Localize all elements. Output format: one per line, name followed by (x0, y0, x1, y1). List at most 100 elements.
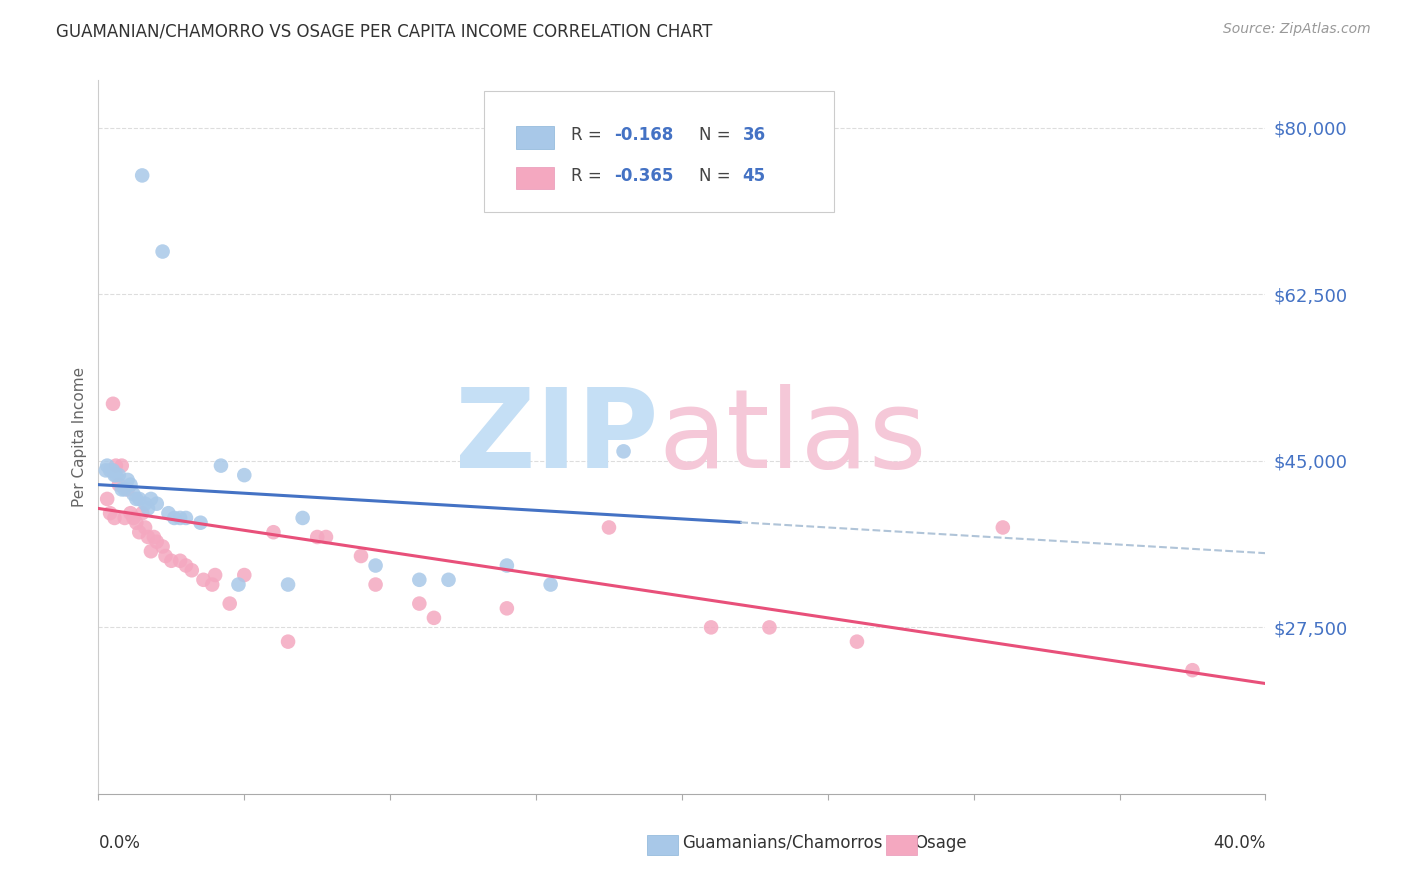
Point (364, 577, 387, 591)
Text: atlas: atlas (658, 384, 927, 491)
Point (136, 501, 159, 516)
Point (111, 483, 134, 497)
Point (233, 568, 256, 582)
Point (136, 530, 159, 544)
Point (209, 458, 232, 473)
Point (103, 468, 125, 483)
Point (991, 520, 1014, 534)
Point (104, 468, 127, 483)
Point (117, 473, 139, 487)
Point (108, 477, 131, 491)
Point (108, 468, 131, 483)
Point (218, 597, 240, 611)
Point (146, 534, 169, 549)
Point (122, 511, 145, 525)
Text: -0.365: -0.365 (614, 167, 673, 185)
Text: -0.168: -0.168 (614, 127, 673, 145)
Text: 0.0%: 0.0% (98, 834, 141, 852)
Point (128, 525, 150, 540)
Point (315, 530, 337, 544)
Point (495, 558, 517, 573)
Point (408, 597, 430, 611)
Text: Source: ZipAtlas.com: Source: ZipAtlas.com (1223, 22, 1371, 37)
Point (169, 511, 191, 525)
Point (1181, 663, 1204, 677)
Point (139, 491, 162, 506)
Point (437, 573, 460, 587)
Point (114, 511, 136, 525)
FancyBboxPatch shape (484, 91, 834, 212)
Point (277, 577, 299, 591)
Point (152, 540, 174, 554)
Point (201, 577, 224, 591)
Point (111, 458, 134, 473)
Text: N =: N = (699, 167, 737, 185)
Point (120, 506, 142, 520)
Point (131, 169, 153, 183)
Point (228, 577, 250, 591)
Point (122, 487, 145, 501)
Point (160, 554, 183, 568)
Text: 45: 45 (742, 167, 766, 185)
Point (125, 491, 148, 506)
Point (193, 573, 215, 587)
Point (120, 477, 142, 491)
Point (101, 397, 124, 411)
Point (142, 530, 165, 544)
Point (350, 549, 373, 563)
Point (598, 520, 620, 534)
Point (204, 568, 226, 582)
Point (291, 511, 314, 525)
Point (101, 463, 124, 477)
Point (700, 620, 723, 634)
Point (103, 511, 125, 525)
Point (98, 463, 121, 477)
Point (277, 634, 299, 648)
Text: R =: R = (571, 167, 607, 185)
Point (758, 620, 780, 634)
Point (96, 458, 118, 473)
Point (128, 491, 150, 506)
Text: N =: N = (699, 127, 737, 145)
Point (190, 516, 212, 530)
Point (155, 549, 177, 563)
Point (174, 511, 197, 525)
Point (104, 458, 127, 473)
Point (845, 634, 868, 648)
Text: Osage: Osage (914, 834, 966, 852)
Point (174, 558, 197, 573)
Point (180, 563, 202, 577)
Text: 36: 36 (742, 127, 766, 145)
Text: R =: R = (571, 127, 607, 145)
Point (495, 601, 517, 615)
Point (233, 468, 256, 483)
Point (96, 491, 118, 506)
Y-axis label: Per Capita Income: Per Capita Income (72, 367, 87, 508)
Point (540, 577, 562, 591)
Point (262, 525, 284, 540)
Point (423, 611, 446, 625)
Point (157, 506, 180, 520)
FancyBboxPatch shape (516, 167, 554, 189)
Point (163, 511, 186, 525)
Text: 40.0%: 40.0% (1213, 834, 1265, 852)
Point (612, 444, 634, 458)
Point (364, 558, 387, 573)
Point (134, 497, 156, 511)
Point (98, 506, 121, 520)
Point (146, 497, 169, 511)
Point (307, 530, 329, 544)
Point (114, 483, 136, 497)
Point (152, 244, 174, 259)
Point (408, 573, 430, 587)
Text: Guamanians/Chamorros: Guamanians/Chamorros (682, 834, 883, 852)
Point (134, 520, 156, 534)
Point (94, 463, 117, 477)
Point (125, 516, 148, 530)
Text: GUAMANIAN/CHAMORRO VS OSAGE PER CAPITA INCOME CORRELATION CHART: GUAMANIAN/CHAMORRO VS OSAGE PER CAPITA I… (56, 22, 713, 40)
Text: ZIP: ZIP (456, 384, 658, 491)
FancyBboxPatch shape (516, 126, 554, 149)
Point (139, 544, 162, 558)
Point (117, 483, 139, 497)
Point (169, 554, 191, 568)
